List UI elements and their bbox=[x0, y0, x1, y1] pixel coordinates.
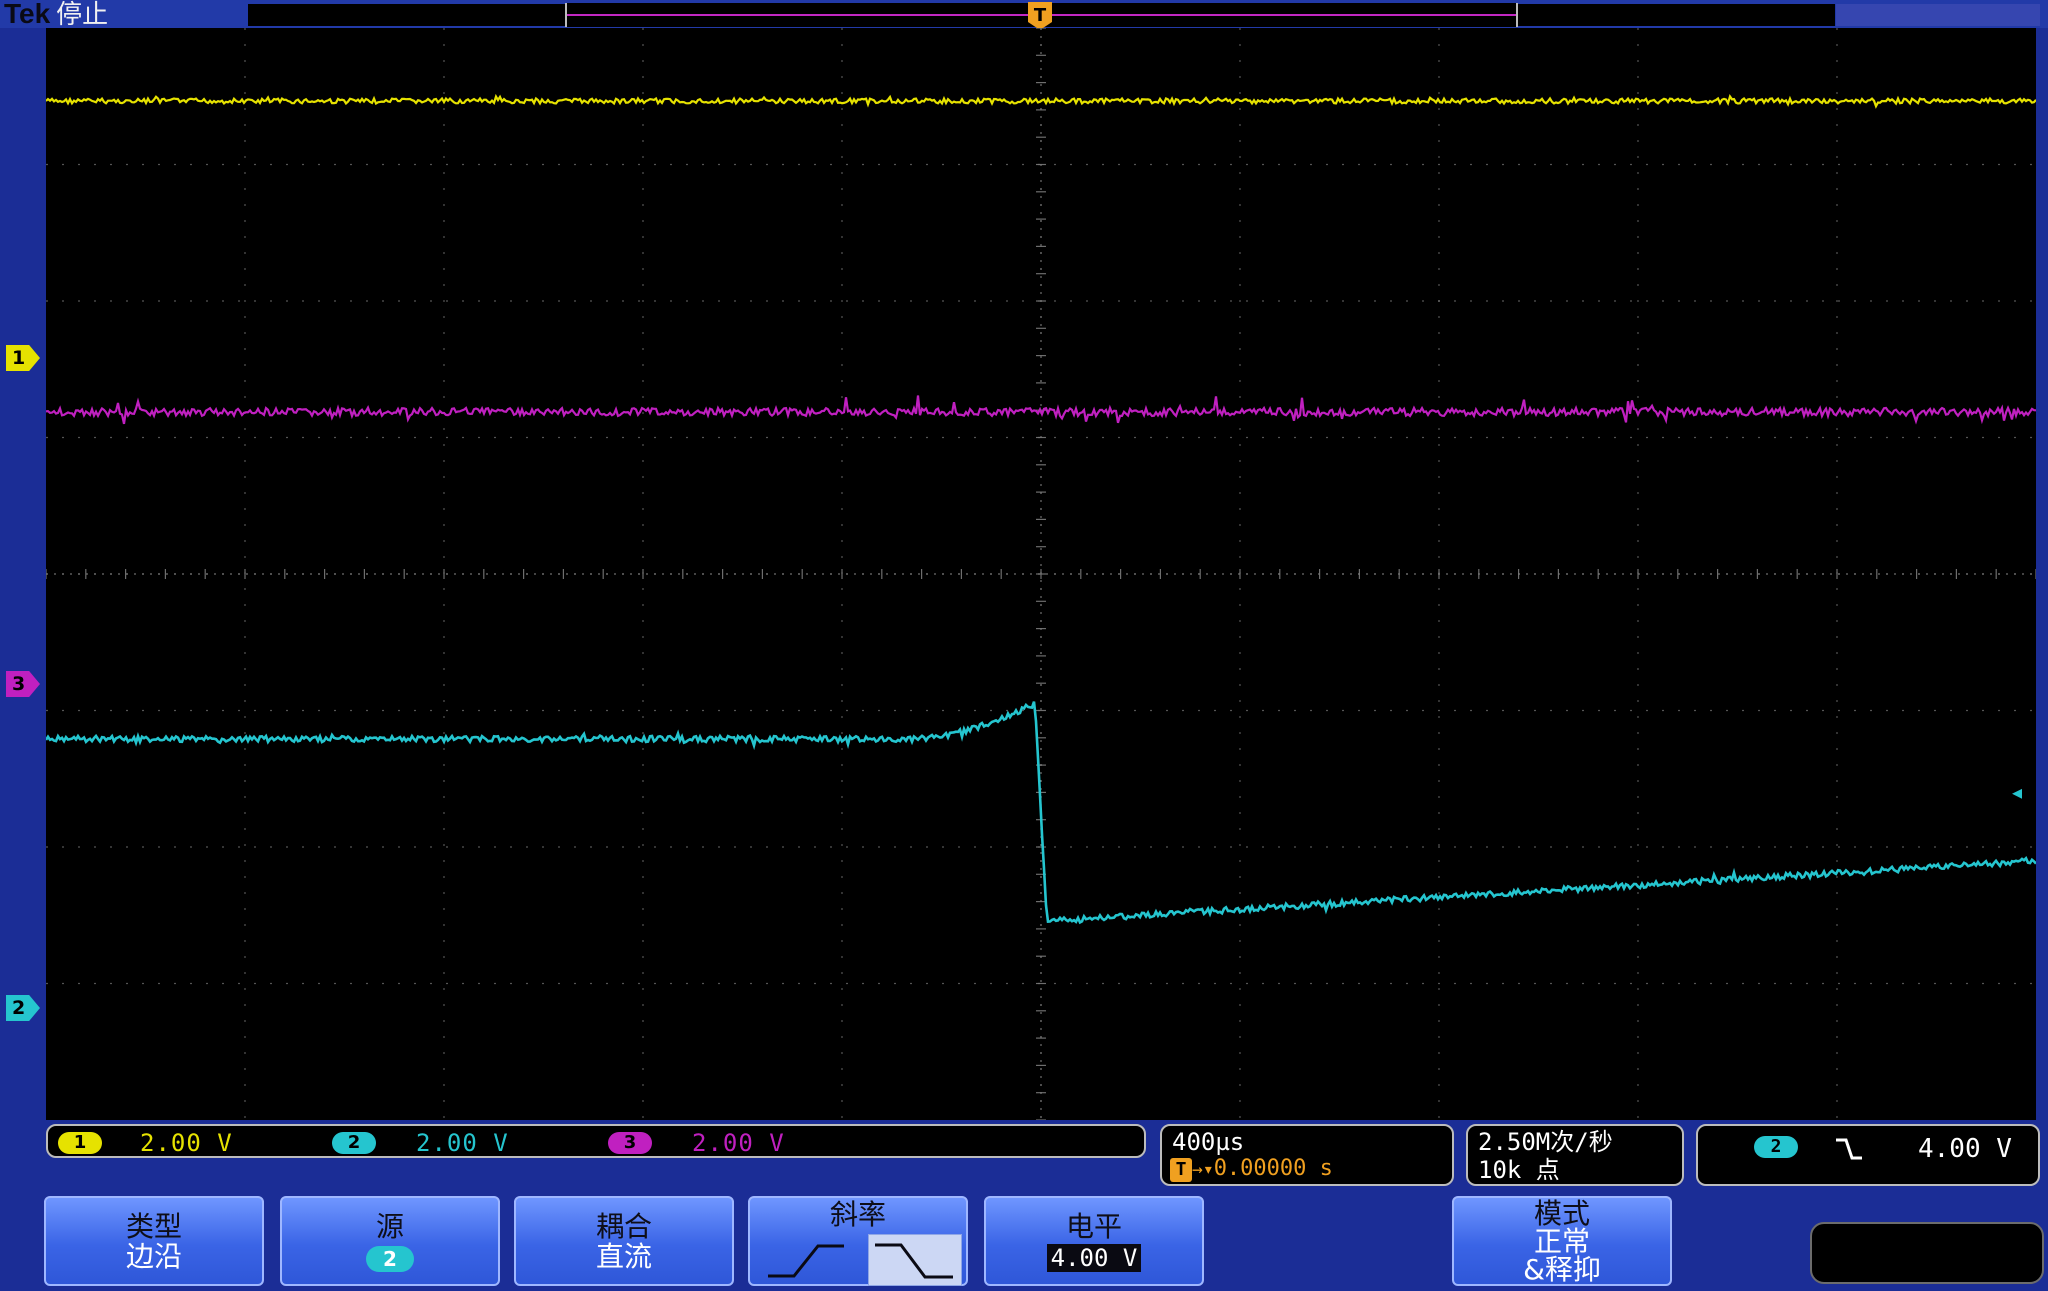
falling-edge-icon bbox=[1836, 1138, 1862, 1160]
ch3-ground-marker[interactable]: 3 bbox=[6, 671, 40, 697]
timebase-readout[interactable]: 400µs T →▾0.00000 s bbox=[1160, 1124, 1454, 1186]
trigger-holdoff-label: &释抑 bbox=[1523, 1253, 1601, 1286]
channel-readout-bar: 1 2.00 V 2 2.00 V 3 2.00 V bbox=[46, 1124, 1146, 1158]
trigger-coupling-label: 耦合 bbox=[595, 1210, 652, 1243]
falling-edge-option[interactable] bbox=[868, 1234, 962, 1286]
trigger-source-chip: 2 bbox=[1754, 1136, 1798, 1158]
ch2-ground-marker[interactable]: 2 bbox=[6, 995, 40, 1021]
waveform-graticule bbox=[46, 28, 2036, 1120]
trigger-slope-label: 斜率 bbox=[829, 1198, 886, 1231]
trigger-type-value: 边沿 bbox=[125, 1240, 182, 1273]
trigger-level-label: 电平 bbox=[1065, 1210, 1122, 1243]
brand-label: Tek 停止 bbox=[4, 0, 108, 30]
trigger-source-value: 2 bbox=[366, 1246, 414, 1272]
rising-edge-icon[interactable] bbox=[764, 1238, 850, 1282]
brand-name: Tek bbox=[4, 0, 51, 29]
trigger-source-label: 源 bbox=[375, 1210, 404, 1243]
horizontal-position-value: 0.00000 s bbox=[1213, 1156, 1333, 1181]
acquisition-readout[interactable]: 2.50M次/秒 10k 点 bbox=[1466, 1124, 1684, 1186]
trigger-readout[interactable]: 2 4.00 V bbox=[1696, 1124, 2040, 1186]
ch2-scale: 2.00 V bbox=[416, 1129, 509, 1157]
trigger-level-value: 4.00 V bbox=[1918, 1134, 2012, 1164]
trigger-type-button[interactable]: 类型 边沿 bbox=[44, 1196, 264, 1286]
ch3-trace bbox=[46, 395, 2036, 425]
timebase-scale: 400µs bbox=[1172, 1128, 1245, 1156]
trigger-level-arrow-icon[interactable]: ◂ bbox=[2012, 780, 2023, 804]
trigger-slope-button[interactable]: 斜率 bbox=[748, 1196, 968, 1286]
record-length: 10k 点 bbox=[1478, 1156, 1560, 1184]
ch2-chip[interactable]: 2 bbox=[332, 1132, 376, 1154]
trigger-type-label: 类型 bbox=[125, 1210, 182, 1243]
arrow-right-icon: →▾ bbox=[1192, 1159, 1214, 1180]
ch3-chip[interactable]: 3 bbox=[608, 1132, 652, 1154]
trigger-position-label-top: T bbox=[1034, 5, 1047, 26]
acquisition-state: 停止 bbox=[56, 0, 109, 30]
menu-page-indicator bbox=[1810, 1222, 2044, 1284]
trigger-mode-value: 正常 bbox=[1533, 1225, 1590, 1258]
trigger-source-button[interactable]: 源 2 bbox=[280, 1196, 500, 1286]
trigger-coupling-value: 直流 bbox=[595, 1240, 652, 1273]
graticule-grid bbox=[46, 28, 2036, 1120]
sample-rate: 2.50M次/秒 bbox=[1478, 1128, 1613, 1156]
waveform-display[interactable] bbox=[46, 28, 2036, 1120]
ch1-trace bbox=[46, 93, 2036, 109]
trigger-level-setting: 4.00 V bbox=[1046, 1244, 1142, 1272]
ch1-chip[interactable]: 1 bbox=[58, 1132, 102, 1154]
ch1-ground-marker[interactable]: 1 bbox=[6, 345, 40, 371]
trigger-level-button[interactable]: 电平 4.00 V bbox=[984, 1196, 1204, 1286]
ch3-scale: 2.00 V bbox=[692, 1129, 785, 1157]
trigger-mode-label: 模式 bbox=[1533, 1197, 1590, 1230]
record-strip-tail bbox=[1836, 4, 2040, 26]
trigger-mode-button[interactable]: 模式 正常 &释抑 bbox=[1452, 1196, 1672, 1286]
trigger-t-icon: T bbox=[1170, 1158, 1192, 1182]
horizontal-position: T →▾0.00000 s bbox=[1170, 1156, 1333, 1182]
ch2-trace bbox=[46, 701, 2036, 925]
falling-edge-icon bbox=[875, 1243, 953, 1279]
trigger-coupling-button[interactable]: 耦合 直流 bbox=[514, 1196, 734, 1286]
ch1-scale: 2.00 V bbox=[140, 1129, 233, 1157]
